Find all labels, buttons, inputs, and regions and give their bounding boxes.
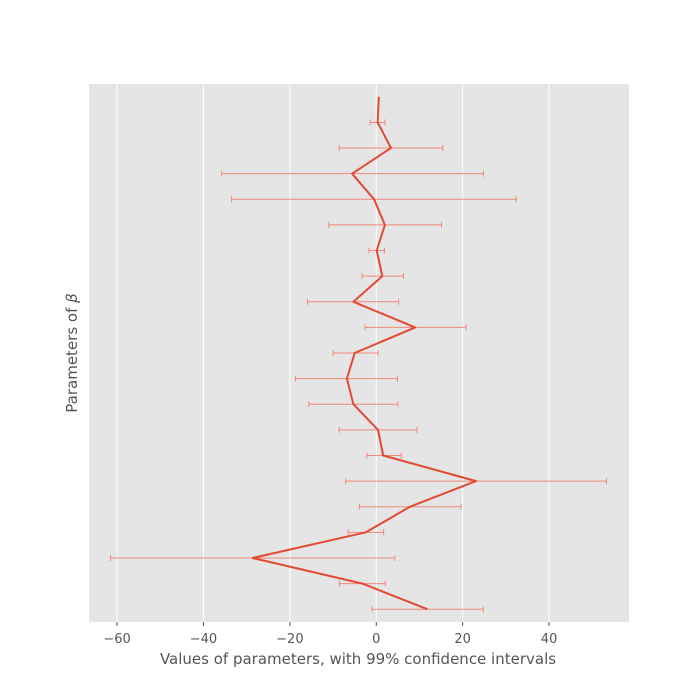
y-axis-label-symbol: β — [63, 293, 81, 304]
error-bar — [371, 606, 484, 613]
y-axis-label-text: Parameters of — [63, 303, 81, 413]
x-tick-labels: −60 −40 −20 0 20 40 — [103, 622, 557, 647]
y-axis-label: Parameters of β — [63, 293, 81, 413]
x-tick-label: −40 — [190, 632, 217, 647]
series-line — [251, 96, 478, 611]
x-axis-label: Values of parameters, with 99% confidenc… — [160, 650, 556, 668]
x-tick-label: 40 — [541, 632, 558, 647]
x-tick-label: −60 — [103, 632, 130, 647]
x-tick-label: −20 — [276, 632, 303, 647]
series-line-group — [251, 96, 478, 611]
x-tick-label: 20 — [454, 632, 471, 647]
x-tick-label: 0 — [372, 632, 380, 647]
